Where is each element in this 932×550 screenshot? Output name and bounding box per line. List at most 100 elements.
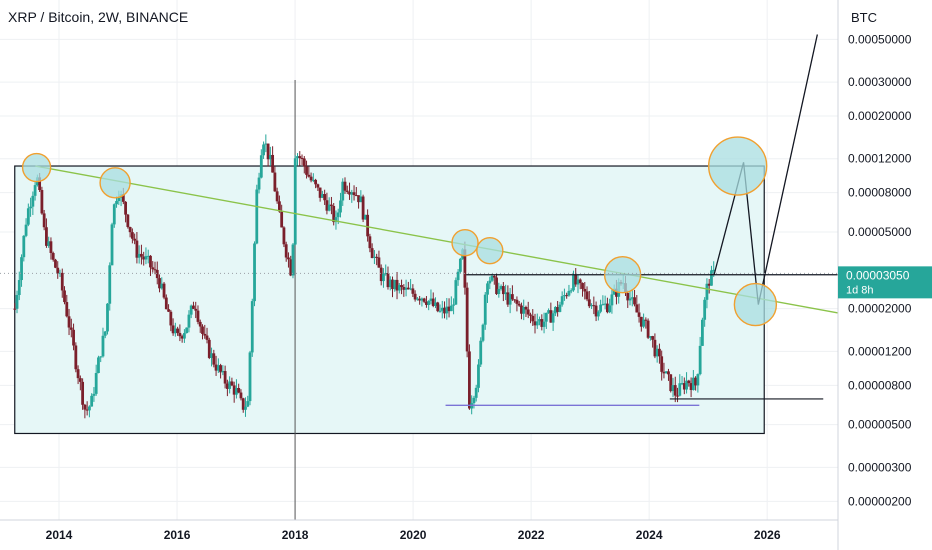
- candle-body: [151, 267, 155, 270]
- candle-body: [187, 314, 191, 328]
- candle-body: [479, 340, 483, 365]
- candle-body: [626, 293, 630, 301]
- projection-path[interactable]: [713, 34, 818, 305]
- candle-body: [418, 298, 422, 301]
- candle-body: [38, 177, 42, 191]
- candle-body: [323, 194, 327, 201]
- price-tag-bg: [838, 266, 932, 299]
- candle-body: [117, 197, 121, 202]
- price-tick-label: 0.00000800: [848, 378, 912, 392]
- candle-body: [259, 155, 263, 178]
- candle-body: [103, 331, 107, 336]
- candle-body: [33, 185, 37, 196]
- time-axis[interactable]: 2014 2016 2018 2020 2022 2024 2026: [0, 519, 838, 542]
- price-tag-countdown: 1d 8h: [846, 284, 874, 296]
- candle-body: [456, 271, 460, 281]
- candle-body: [667, 371, 670, 375]
- candle-body: [492, 275, 496, 278]
- channel-rectangle[interactable]: [14, 165, 765, 435]
- marker-circle: [21, 152, 52, 183]
- candle-body: [504, 292, 508, 295]
- chart-title: XRP / Bitcoin, 2W, BINANCE: [8, 9, 189, 25]
- candle-body: [384, 273, 388, 275]
- candle-body: [20, 257, 23, 281]
- time-tick-label: 2026: [754, 528, 781, 542]
- candle-body: [142, 256, 146, 260]
- candle-body: [101, 335, 105, 357]
- candle-body: [81, 381, 85, 405]
- candle-body: [474, 387, 478, 398]
- candle-body: [472, 397, 476, 404]
- candle-body: [110, 224, 114, 266]
- currency-label[interactable]: BTC: [851, 10, 877, 25]
- marker-circle: [707, 136, 768, 196]
- candle-body: [601, 304, 605, 306]
- candle-body: [201, 326, 204, 334]
- candle-body: [289, 259, 293, 276]
- candle-body: [219, 365, 222, 373]
- candle-body: [246, 401, 250, 407]
- price-tick-label: 0.00000200: [848, 494, 912, 508]
- candle-body: [415, 298, 419, 300]
- candle-body: [413, 293, 417, 300]
- candle-body: [106, 303, 109, 332]
- price-tick-label: 0.00005000: [848, 225, 912, 239]
- candle-body: [646, 320, 650, 338]
- candle-body: [99, 356, 103, 358]
- candle-body: [31, 195, 35, 207]
- candle-body: [603, 303, 607, 305]
- candle-body: [406, 287, 410, 290]
- candle-body: [311, 179, 315, 181]
- price-axis[interactable]: 0.00050000 0.00030000 0.00020000 0.00012000…: [837, 0, 912, 550]
- candle-body: [592, 305, 596, 307]
- candle-body: [382, 273, 385, 282]
- candle-body: [375, 256, 379, 258]
- candle-body: [581, 283, 584, 289]
- candle-body: [325, 200, 329, 211]
- marker-circle: [603, 256, 642, 294]
- candle-body: [167, 309, 170, 312]
- candle-body: [305, 166, 308, 175]
- candle-body: [499, 286, 503, 289]
- candle-body: [465, 287, 469, 352]
- candle-body: [300, 157, 304, 159]
- candle-body: [707, 283, 711, 286]
- candle-body: [176, 328, 180, 333]
- candle-body: [268, 154, 272, 160]
- candle-body: [318, 187, 322, 198]
- candle-body: [531, 315, 535, 322]
- candle-body: [137, 253, 141, 258]
- candle-body: [133, 238, 137, 241]
- candle-body: [510, 294, 514, 300]
- candle-body: [379, 267, 383, 282]
- marker-circle: [733, 282, 778, 327]
- candle-body: [85, 409, 89, 411]
- candle-body: [78, 378, 82, 382]
- marker-circle: [451, 228, 479, 257]
- candle-body: [524, 307, 528, 310]
- candle-body: [162, 283, 166, 298]
- candle-body: [671, 385, 675, 392]
- candle-body: [547, 310, 550, 313]
- time-tick-label: 2016: [164, 528, 191, 542]
- candle-body: [309, 176, 313, 181]
- candle-body: [373, 256, 376, 259]
- price-tick-label: 0.00030000: [848, 75, 912, 89]
- candle-body: [628, 298, 632, 301]
- trendline[interactable]: [35, 165, 839, 314]
- candle-body: [395, 279, 399, 291]
- candle-body: [443, 307, 446, 314]
- candle-body: [705, 283, 709, 300]
- candle-body: [701, 319, 704, 346]
- candle-body: [599, 304, 603, 312]
- candle-body: [253, 243, 256, 302]
- candle-body: [239, 392, 243, 399]
- candle-body: [445, 306, 449, 314]
- candle-body: [694, 377, 698, 386]
- candle-body: [42, 213, 46, 228]
- candle-body: [316, 184, 320, 188]
- candle-body: [587, 299, 591, 307]
- candle-body: [513, 299, 517, 301]
- candle-body: [506, 292, 510, 305]
